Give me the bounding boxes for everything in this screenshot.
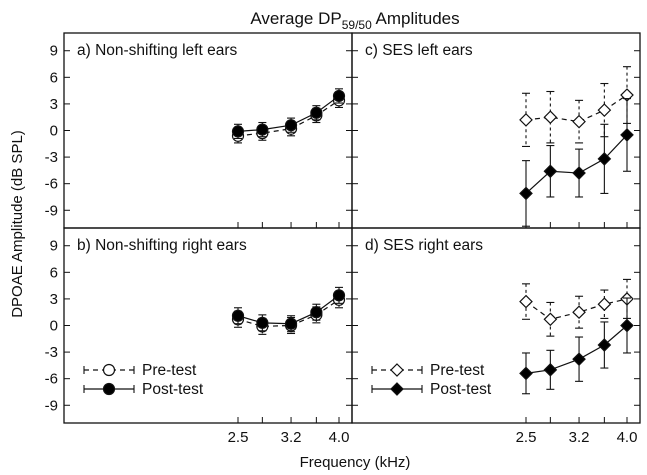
legend-label: Pre-test bbox=[142, 362, 197, 379]
y-tick-label: 9 bbox=[50, 43, 58, 60]
series-post-test bbox=[519, 98, 634, 227]
x-tick-label: 3.2 bbox=[281, 429, 302, 446]
data-point bbox=[284, 317, 298, 330]
panel-label: d) SES right ears bbox=[365, 237, 483, 254]
legend-marker bbox=[102, 382, 116, 396]
panel-label: a) Non-shifting left ears bbox=[77, 42, 237, 59]
series-line bbox=[525, 94, 628, 123]
series-pre-test bbox=[519, 66, 634, 148]
y-tick-label: 3 bbox=[50, 96, 58, 113]
panel-2: c) SES left ears bbox=[351, 32, 641, 229]
panel-frame bbox=[351, 32, 641, 229]
data-point bbox=[620, 128, 634, 142]
data-point bbox=[231, 309, 245, 322]
series-line bbox=[525, 298, 628, 320]
x-tick-label: 2.5 bbox=[228, 429, 249, 446]
y-tick-label: 0 bbox=[50, 123, 58, 140]
y-tick-label: 0 bbox=[50, 318, 58, 335]
figure-title: Average DP59/50 Amplitudes bbox=[250, 9, 459, 32]
data-point bbox=[332, 289, 346, 302]
data-point bbox=[543, 110, 558, 125]
x-tick-label: 4.0 bbox=[617, 429, 638, 446]
data-point bbox=[256, 123, 269, 136]
x-tick-label: 3.2 bbox=[569, 429, 590, 446]
y-tick-label: 9 bbox=[50, 238, 58, 255]
series-post-test bbox=[519, 297, 634, 395]
y-tick-label: -9 bbox=[45, 202, 58, 219]
data-point bbox=[519, 186, 533, 201]
y-tick-label: -6 bbox=[45, 371, 58, 388]
series-post-test bbox=[231, 286, 346, 333]
data-point bbox=[519, 113, 533, 127]
data-point bbox=[310, 106, 323, 119]
series-pre-test bbox=[519, 278, 634, 337]
series-line bbox=[525, 134, 628, 194]
legend-label: Pre-test bbox=[430, 362, 485, 379]
x-axis-label: Frequency (kHz) bbox=[300, 454, 411, 471]
y-tick-label: -6 bbox=[45, 176, 58, 193]
series-line bbox=[237, 99, 340, 137]
data-point bbox=[572, 352, 586, 367]
data-point bbox=[519, 294, 533, 309]
y-tick-label: -3 bbox=[45, 344, 58, 361]
panel-frame bbox=[63, 32, 353, 229]
data-point bbox=[519, 366, 533, 381]
data-point bbox=[231, 125, 245, 138]
legend-label: Post-test bbox=[430, 381, 492, 398]
data-point bbox=[572, 166, 586, 180]
data-point bbox=[284, 119, 298, 132]
data-point bbox=[572, 305, 586, 320]
data-point bbox=[620, 318, 634, 333]
y-tick-label: -3 bbox=[45, 149, 58, 166]
y-axis-label: DPOAE Amplitude (dB SPL) bbox=[9, 130, 26, 318]
panel-label: b) Non-shifting right ears bbox=[77, 237, 247, 254]
x-tick-label: 4.0 bbox=[329, 429, 350, 446]
legend: Pre-test Post-test bbox=[83, 362, 204, 398]
legend-marker bbox=[390, 363, 404, 377]
data-point bbox=[332, 89, 346, 103]
legend-marker bbox=[102, 363, 116, 377]
panel-4: 2.5 3.2 4.0 d) SES right ears Pre-test Post-t… bbox=[351, 227, 641, 446]
y-tick-label: 3 bbox=[50, 291, 58, 308]
x-tick-label: 2.5 bbox=[516, 429, 537, 446]
data-point bbox=[597, 338, 612, 352]
data-point bbox=[597, 152, 612, 166]
y-tick-label: -9 bbox=[45, 397, 58, 414]
series-post-test bbox=[231, 88, 346, 140]
data-point bbox=[543, 362, 558, 377]
series-line bbox=[525, 325, 628, 374]
data-point bbox=[256, 316, 269, 329]
panel-1: 9 6 3 0 -3 -6 -9 a) Non-shifting left ears bbox=[45, 32, 353, 229]
data-point bbox=[310, 306, 323, 319]
legend-marker bbox=[390, 382, 404, 396]
panel-3: 9 6 3 0 -3 -6 -9 2.5 3.2 4.0 b) Non-shifting right… bbox=[45, 227, 353, 446]
data-point bbox=[543, 312, 558, 327]
legend: Pre-test Post-test bbox=[371, 362, 492, 398]
data-point bbox=[572, 114, 586, 129]
legend-label: Post-test bbox=[142, 381, 204, 398]
y-tick-label: 6 bbox=[50, 264, 58, 281]
data-point bbox=[543, 164, 558, 179]
panels: 9 6 3 0 -3 -6 -9 a) Non-shifting left ears c) SE… bbox=[45, 32, 641, 446]
panel-label: c) SES left ears bbox=[365, 42, 473, 59]
y-tick-label: 6 bbox=[50, 69, 58, 86]
data-point bbox=[597, 297, 612, 312]
data-point bbox=[597, 103, 612, 117]
